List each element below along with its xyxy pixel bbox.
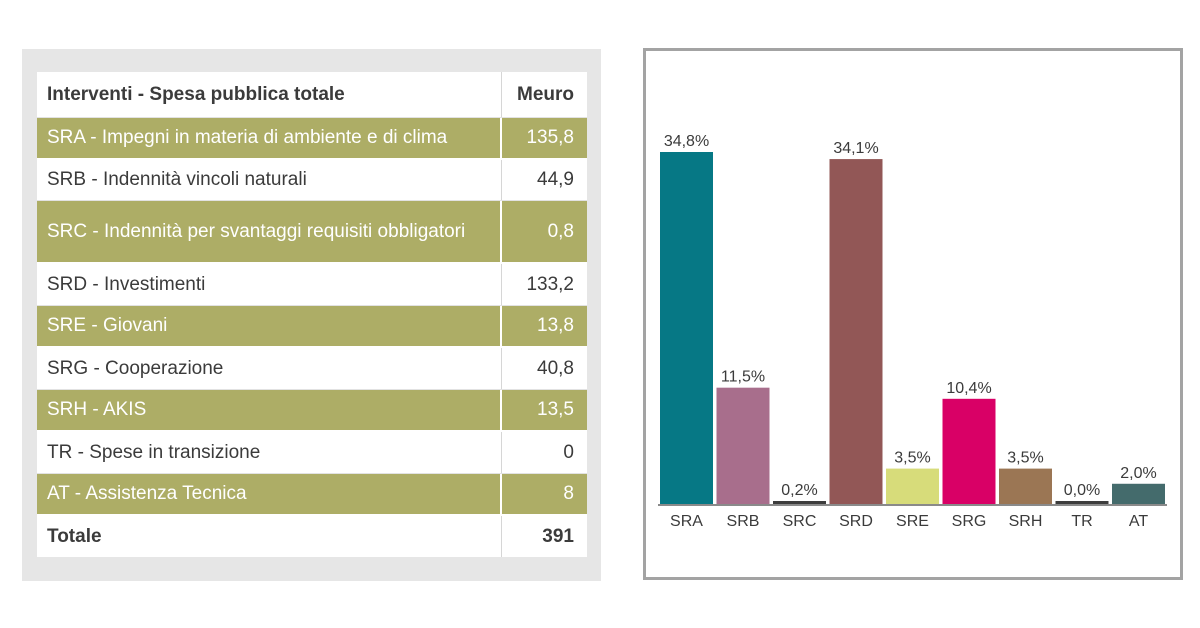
table-header-row: Interventi - Spesa pubblica totale Meuro: [37, 72, 587, 118]
bar-srb: [716, 387, 770, 504]
category-label-srg: SRG: [952, 513, 987, 530]
data-label-src: 0,2%: [781, 482, 817, 499]
data-label-srb: 11,5%: [721, 369, 765, 386]
bar-srd: [829, 159, 883, 505]
bar-at: [1112, 483, 1165, 504]
table-row: SRH - AKIS 13,5: [37, 390, 587, 432]
category-label-sra: SRA: [670, 513, 703, 530]
data-label-srh: 3,5%: [1007, 450, 1043, 467]
row-value: 40,8: [537, 357, 574, 379]
category-label-tr: TR: [1071, 513, 1092, 530]
header-label: Interventi - Spesa pubblica totale: [37, 72, 502, 117]
table-row: SRC - Indennità per svantaggi requisiti …: [37, 201, 587, 264]
row-label: SRC - Indennità per svantaggi requisiti …: [37, 201, 502, 262]
data-label-at: 2,0%: [1120, 465, 1156, 482]
table-total-row: Totale 391: [37, 516, 587, 557]
bar-sra: [660, 152, 713, 504]
row-value: 0,8: [547, 220, 574, 242]
data-label-tr: 0,0%: [1064, 482, 1100, 499]
category-label-src: SRC: [783, 513, 817, 530]
bar-srh: [999, 468, 1052, 504]
chart-panel: 34,8% SRA 11,5% SRB 0,2% SRC 34,1% SRD 3,5% SRE 10…: [643, 48, 1183, 580]
category-label-srh: SRH: [1009, 513, 1043, 530]
category-label-sre: SRE: [896, 513, 929, 530]
category-label-at: AT: [1129, 513, 1148, 530]
table-row: SRB - Indennità vincoli naturali 44,9: [37, 160, 587, 201]
row-value: 133,2: [526, 273, 574, 295]
table-panel: Interventi - Spesa pubblica totale Meuro…: [22, 49, 601, 581]
category-label-srd: SRD: [839, 513, 873, 530]
row-value: 44,9: [537, 169, 574, 190]
row-value: 0: [563, 441, 574, 463]
category-label-srb: SRB: [727, 513, 760, 530]
row-label: SRD - Investimenti: [37, 264, 502, 305]
row-value: 135,8: [526, 127, 574, 148]
table-row: TR - Spese in transizione 0: [37, 432, 587, 474]
table-row: SRE - Giovani 13,8: [37, 306, 587, 348]
table-row: SRD - Investimenti 133,2: [37, 264, 587, 306]
header-unit: Meuro: [517, 83, 574, 105]
bar-chart: 34,8% SRA 11,5% SRB 0,2% SRC 34,1% SRD 3,5% SRE 10…: [658, 133, 1167, 530]
bar-tr: [1055, 501, 1109, 504]
data-label-srd: 34,1%: [833, 140, 878, 157]
row-value: 8: [563, 483, 574, 504]
data-label-sra: 34,8%: [664, 133, 709, 150]
row-label: AT - Assistenza Tecnica: [37, 474, 502, 514]
row-value: 13,8: [537, 315, 574, 336]
bar-src: [773, 501, 826, 504]
bar-sre: [886, 468, 939, 504]
spending-table: Interventi - Spesa pubblica totale Meuro…: [37, 72, 587, 557]
data-label-sre: 3,5%: [894, 450, 930, 467]
data-label-srg: 10,4%: [946, 380, 991, 397]
table-row: SRG - Cooperazione 40,8: [37, 348, 587, 390]
row-label: SRB - Indennità vincoli naturali: [37, 160, 502, 200]
row-value: 13,5: [537, 399, 574, 420]
total-label: Totale: [37, 516, 502, 557]
bar-srg: [942, 398, 996, 504]
row-label: SRH - AKIS: [37, 390, 502, 430]
row-label: SRA - Impegni in materia di ambiente e d…: [37, 118, 502, 158]
total-value: 391: [542, 525, 574, 547]
table-row: AT - Assistenza Tecnica 8: [37, 474, 587, 516]
table-row: SRA - Impegni in materia di ambiente e d…: [37, 118, 587, 160]
row-label: TR - Spese in transizione: [37, 432, 502, 473]
row-label: SRE - Giovani: [37, 306, 502, 346]
row-label: SRG - Cooperazione: [37, 348, 502, 389]
